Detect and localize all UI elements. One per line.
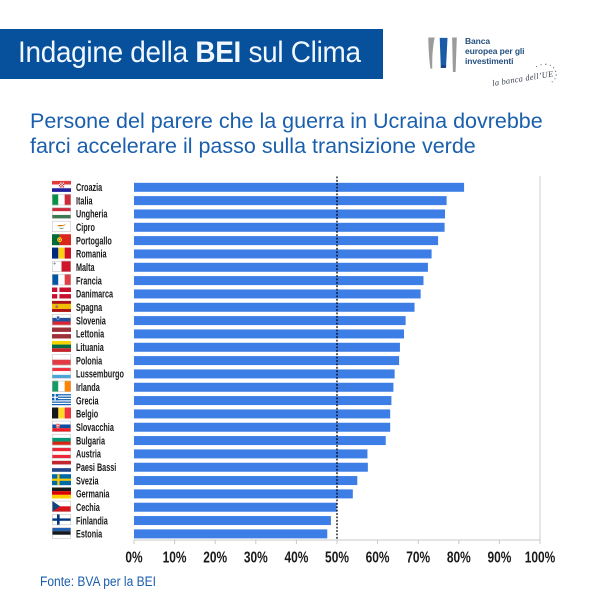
svg-text:Slovacchia: Slovacchia — [76, 421, 114, 433]
svg-text:Spagna: Spagna — [76, 302, 103, 314]
svg-text:80%: 80% — [447, 548, 471, 566]
svg-text:Belgio: Belgio — [76, 408, 98, 420]
svg-text:100%: 100% — [525, 548, 556, 566]
svg-text:Bulgaria: Bulgaria — [76, 435, 106, 447]
svg-text:70%: 70% — [406, 548, 430, 566]
svg-text:Lussemburgo: Lussemburgo — [76, 368, 124, 380]
svg-text:0%: 0% — [125, 548, 142, 566]
svg-text:Polonia: Polonia — [76, 355, 103, 367]
svg-text:Italia: Italia — [76, 195, 93, 207]
svg-text:Estonia: Estonia — [76, 528, 103, 540]
svg-text:Austria: Austria — [76, 448, 102, 460]
svg-text:Irlanda: Irlanda — [76, 382, 100, 394]
svg-text:Romania: Romania — [76, 248, 107, 260]
svg-text:Germania: Germania — [76, 488, 110, 500]
svg-text:20%: 20% — [203, 548, 227, 566]
svg-text:90%: 90% — [487, 548, 511, 566]
svg-text:30%: 30% — [244, 548, 268, 566]
svg-text:Malta: Malta — [76, 262, 95, 274]
svg-text:Svezia: Svezia — [76, 475, 99, 487]
svg-text:40%: 40% — [284, 548, 308, 566]
svg-text:Finlandia: Finlandia — [76, 515, 108, 527]
svg-text:50%: 50% — [325, 548, 349, 566]
svg-text:Cechia: Cechia — [76, 501, 100, 513]
svg-text:Ungheria: Ungheria — [76, 208, 108, 220]
svg-text:Croazia: Croazia — [76, 182, 103, 194]
svg-text:Grecia: Grecia — [76, 395, 99, 407]
svg-text:Cipro: Cipro — [76, 222, 95, 234]
svg-text:Lituania: Lituania — [76, 342, 104, 354]
svg-text:Portogallo: Portogallo — [76, 235, 112, 247]
svg-text:Francia: Francia — [76, 275, 102, 287]
svg-text:60%: 60% — [366, 548, 390, 566]
svg-text:Lettonia: Lettonia — [76, 328, 105, 340]
svg-text:Paesi Bassi: Paesi Bassi — [76, 461, 116, 473]
svg-text:Danimarca: Danimarca — [76, 288, 114, 300]
svg-text:10%: 10% — [163, 548, 187, 566]
svg-text:Slovenia: Slovenia — [76, 315, 106, 327]
